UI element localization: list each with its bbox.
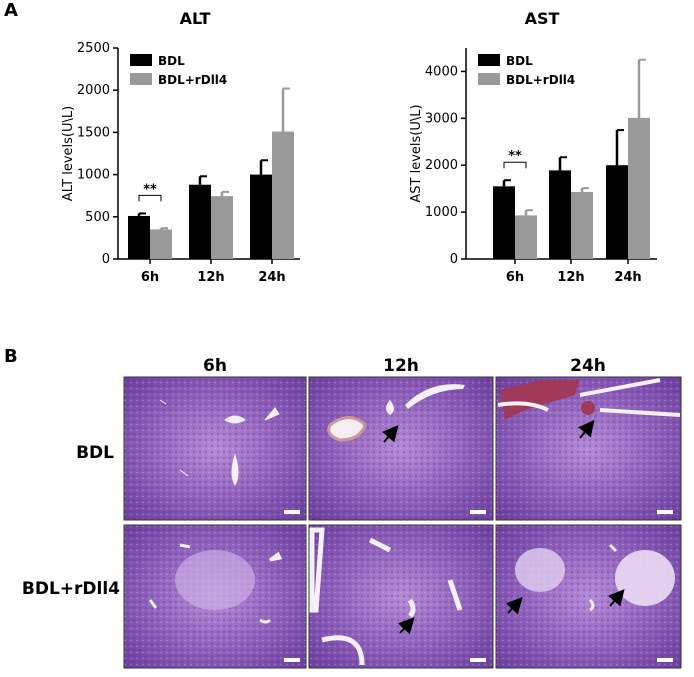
legend-swatch <box>478 54 500 66</box>
legend-swatch <box>130 73 152 85</box>
legend-label: BDL+rDll4 <box>158 73 227 87</box>
column-label: 6h <box>203 356 227 376</box>
x-tick-label: 24h <box>258 270 285 285</box>
y-tick-label: 2500 <box>77 41 110 56</box>
bar <box>606 165 628 259</box>
error-bar <box>580 187 589 192</box>
error-bar <box>220 190 229 197</box>
error-bar <box>259 159 268 175</box>
x-tick-label: 12h <box>557 270 584 285</box>
column-label: 12h <box>383 356 419 376</box>
y-tick-label: 3000 <box>425 111 458 126</box>
bar <box>189 184 211 259</box>
y-tick-label: 1500 <box>77 125 110 140</box>
column-label: 24h <box>570 356 606 376</box>
bar <box>250 174 272 259</box>
y-tick-label: 1000 <box>425 205 458 220</box>
bar <box>549 170 571 259</box>
significance-label: ** <box>143 182 157 197</box>
legend-label: BDL <box>506 54 533 68</box>
y-tick-label: 1000 <box>77 168 110 183</box>
y-axis-label: AST levels(U\L) <box>409 104 424 202</box>
error-bar <box>281 87 290 132</box>
error-bar <box>502 179 511 187</box>
y-tick-label: 2000 <box>77 83 110 98</box>
row-label: BDL+rDll4 <box>22 579 120 599</box>
significance-bracket <box>503 161 527 169</box>
significance-bracket <box>138 194 162 202</box>
error-bar <box>137 212 146 216</box>
bar <box>628 117 650 259</box>
image <box>308 376 494 521</box>
y-tick-label: 2000 <box>425 158 458 173</box>
bar <box>272 131 294 259</box>
image <box>495 524 682 669</box>
panel-label: B <box>4 346 18 367</box>
histology-grid <box>123 376 682 669</box>
x-tick-label: 6h <box>506 270 524 285</box>
bar <box>150 229 172 259</box>
bar <box>493 186 515 259</box>
chart-title: AST <box>525 9 560 28</box>
error-bar <box>558 156 567 171</box>
y-tick-label: 0 <box>102 252 110 267</box>
legend-label: BDL+rDll4 <box>506 73 575 87</box>
legend-swatch <box>478 73 500 85</box>
image <box>495 376 682 521</box>
y-axis-label: ALT levels(U\L) <box>61 106 76 201</box>
error-bar <box>524 209 533 216</box>
significance-label: ** <box>508 149 522 164</box>
panel-label: A <box>4 0 18 21</box>
image <box>308 524 494 669</box>
x-tick-label: 12h <box>197 270 224 285</box>
error-bar <box>198 175 207 185</box>
error-bar <box>159 227 168 230</box>
y-tick-label: 4000 <box>425 64 458 79</box>
row-label: BDL <box>76 443 114 463</box>
image <box>123 524 307 669</box>
bar <box>515 215 537 259</box>
error-bar <box>615 129 624 166</box>
y-tick-label: 0 <box>450 252 458 267</box>
legend-label: BDL <box>158 54 185 68</box>
y-tick-label: 500 <box>85 210 110 225</box>
error-bar <box>637 58 646 118</box>
x-tick-label: 6h <box>141 270 159 285</box>
bar <box>128 215 150 259</box>
bar <box>211 196 233 259</box>
chart-title: ALT <box>180 9 211 28</box>
legend-swatch <box>130 54 152 66</box>
bar <box>571 191 593 259</box>
image <box>123 376 307 521</box>
x-tick-label: 24h <box>614 270 641 285</box>
